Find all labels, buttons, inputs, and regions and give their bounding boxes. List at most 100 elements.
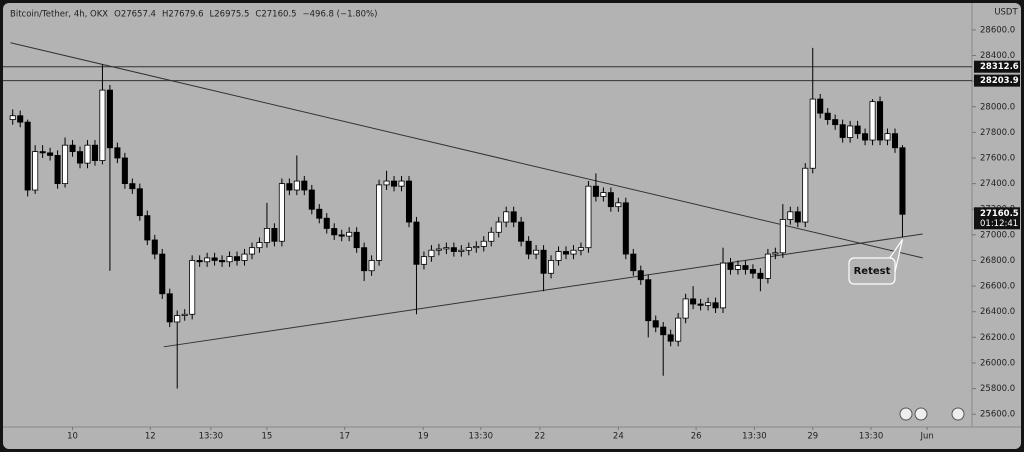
y-tick-label: 26200.0 (980, 333, 1015, 343)
candle-body (899, 147, 906, 215)
candle-body (136, 188, 143, 217)
y-tick-label: 26600.0 (980, 282, 1015, 292)
candle-body (226, 256, 233, 263)
price-label: 27160.5 (980, 209, 1019, 219)
candle-body (607, 192, 614, 208)
x-tick-label: 26 (691, 432, 702, 442)
bottom-icons (899, 407, 965, 421)
candle-body (854, 125, 861, 135)
candle-body (99, 89, 106, 161)
candle-body (817, 98, 824, 114)
y-tick-label: 26800.0 (980, 256, 1015, 266)
header-text: L26975.5 (210, 10, 250, 20)
candle-body (503, 211, 510, 223)
header-text: −496.8 (−1.80%) (303, 10, 378, 20)
candle-body (286, 183, 293, 191)
y-tick-label: 27400.0 (980, 179, 1015, 189)
candle-body (316, 208, 323, 219)
candle-body (428, 249, 435, 258)
level-label-bg (974, 74, 1020, 87)
level-label: 28203.9 (980, 76, 1019, 86)
candle-body (256, 242, 263, 249)
candle-body (555, 251, 562, 261)
candle-body (331, 228, 338, 236)
candle-body (585, 185, 592, 249)
x-tick-label: 13:30 (199, 432, 224, 442)
candle-body (248, 247, 255, 255)
candle-body (435, 248, 442, 251)
header-text: H27679.6 (162, 10, 204, 20)
candle-body (787, 211, 794, 220)
x-tick-label: 13:30 (859, 432, 884, 442)
candle-body (196, 260, 203, 263)
candle-body (174, 315, 181, 323)
candle-body (181, 313, 188, 316)
candle-body (645, 279, 652, 322)
chart: USDT Bitcoin/Tether, 4h, OKX O27657.4 H276… (3, 3, 1021, 442)
x-tick-label: 13:30 (469, 432, 494, 442)
candle-body (884, 133, 891, 141)
candle-body (690, 298, 697, 305)
candle-body (630, 253, 637, 272)
candle-body (39, 151, 46, 154)
x-tick-label: Jun (919, 432, 933, 442)
candle-body (839, 124, 846, 138)
x-tick-label: 17 (339, 432, 350, 442)
candle-body (234, 256, 241, 261)
candle-body (749, 269, 756, 274)
y-tick-label: 26400.0 (980, 307, 1015, 317)
candle-body (577, 247, 584, 251)
candle-body (794, 211, 801, 223)
candle-body (675, 317, 682, 342)
candle-body (525, 240, 532, 255)
candle-body (301, 180, 308, 191)
candle-body (832, 119, 839, 126)
chart-panel: USDT Bitcoin/Tether, 4h, OKX O27657.4 H276… (3, 3, 1021, 449)
candle-body (308, 189, 315, 210)
candle-body (420, 256, 427, 265)
candle-body (809, 98, 816, 169)
candle-body (862, 133, 869, 141)
candle-body (802, 167, 809, 223)
candle-body (764, 253, 771, 279)
candle-body (727, 262, 734, 270)
candle-body (510, 211, 517, 223)
candle-body (592, 185, 599, 197)
candle-body (106, 89, 113, 149)
candle-body (368, 260, 375, 272)
candle-body (600, 192, 607, 197)
candle-body (540, 249, 547, 274)
candle-body (622, 202, 629, 255)
candle-body (151, 239, 158, 255)
candle-body (323, 217, 330, 229)
y-tick-label: 25600.0 (980, 410, 1015, 420)
candle-body (353, 231, 360, 249)
candle-body (69, 144, 76, 152)
candle-body (712, 302, 719, 309)
candle-body (637, 270, 644, 281)
candle-body (697, 303, 704, 306)
candle-body (62, 144, 69, 185)
candle-body (548, 260, 555, 274)
x-tick-label: 15 (262, 432, 273, 442)
candle-body (720, 262, 727, 309)
candle-body (17, 115, 24, 123)
candle-body (891, 133, 899, 149)
candle-body (757, 272, 764, 279)
y-tick-label: 28000.0 (980, 102, 1015, 112)
candle-body (376, 184, 383, 261)
candle-body (533, 249, 540, 255)
candle-body (189, 260, 196, 315)
candle-body (219, 260, 226, 263)
candle-body (772, 252, 779, 255)
candle-body (271, 228, 278, 242)
x-tick-label: 24 (613, 432, 624, 442)
x-tick-label: 10 (67, 432, 78, 442)
trendline (10, 42, 923, 259)
candle-body (667, 334, 674, 342)
candle-body (204, 257, 211, 263)
header-text: C27160.5 (255, 10, 296, 20)
level-label: 28312.6 (980, 62, 1019, 72)
candle-body (211, 257, 218, 261)
candle-body (824, 112, 831, 120)
